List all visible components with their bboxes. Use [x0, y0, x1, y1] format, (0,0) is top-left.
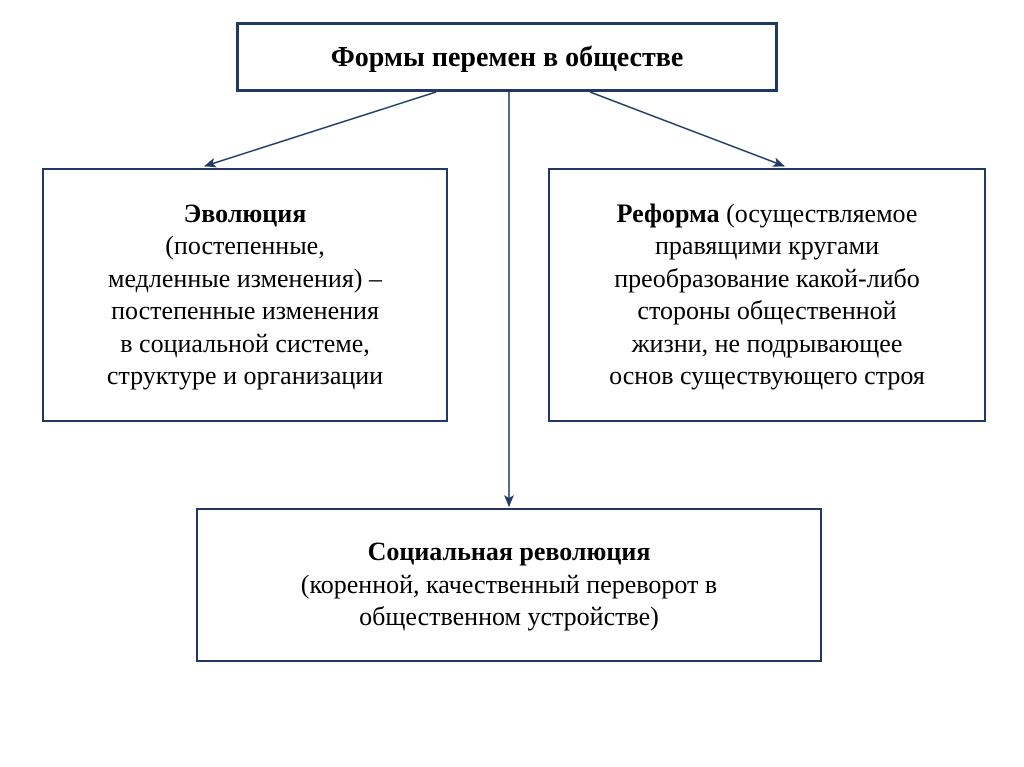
reform-line6: основ существующего строя: [568, 360, 966, 393]
reform-line4: стороны общественной: [568, 295, 966, 328]
revolution-term: Социальная революция: [368, 537, 651, 566]
revolution-line2: общественном устройстве): [216, 601, 802, 634]
reform-line2: правящими кругами: [568, 230, 966, 263]
reform-node: Реформа (осуществляемое правящими кругам…: [548, 168, 986, 422]
reform-term: Реформа: [617, 199, 720, 228]
evolution-line3: постепенные изменения: [62, 295, 428, 328]
diagram-canvas: Формы перемен в обществе Эволюция (посте…: [0, 0, 1024, 767]
revolution-line1: (коренной, качественный переворот в: [216, 569, 802, 602]
evolution-line1: (постепенные,: [62, 230, 428, 263]
root-node: Формы перемен в обществе: [236, 22, 778, 92]
reform-term-line: Реформа (осуществляемое: [568, 198, 966, 231]
root-title: Формы перемен в обществе: [331, 42, 684, 73]
reform-line1: (осуществляемое: [720, 199, 918, 228]
evolution-line4: в социальной системе,: [62, 328, 428, 361]
reform-line3: преобразование какой-либо: [568, 263, 966, 296]
evolution-line5: структуре и организации: [62, 360, 428, 393]
evolution-term-line: Эволюция: [62, 198, 428, 231]
evolution-term: Эволюция: [184, 199, 307, 228]
reform-line5: жизни, не подрывающее: [568, 328, 966, 361]
revolution-term-line: Социальная революция: [216, 536, 802, 569]
evolution-node: Эволюция (постепенные, медленные изменен…: [42, 168, 448, 422]
evolution-line2: медленные изменения) –: [62, 263, 428, 296]
revolution-node: Социальная революция (коренной, качестве…: [196, 508, 822, 662]
